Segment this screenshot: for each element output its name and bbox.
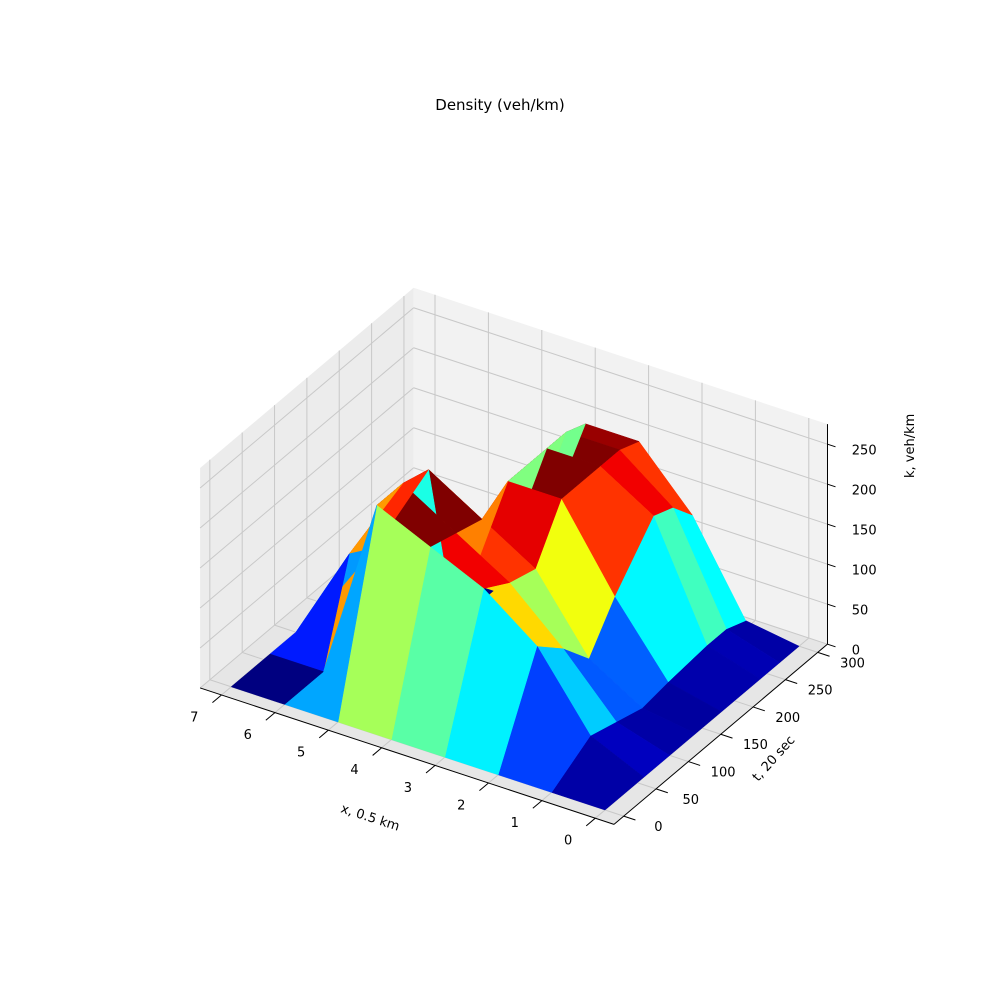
z-tick: [827, 563, 836, 568]
grid-line: [413, 307, 828, 445]
x-tick: [212, 694, 222, 704]
density-surface: [230, 423, 800, 811]
y-tick-label: 50: [682, 793, 699, 808]
x-tick: [318, 729, 329, 739]
x-tick: [265, 712, 276, 721]
z-tick-label: 150: [852, 523, 877, 538]
z-tick-label: 100: [852, 563, 877, 578]
z-tick: [827, 643, 836, 648]
y-tick: [688, 761, 701, 766]
y-tick-label: 300: [840, 656, 865, 671]
x-tick-label: 2: [457, 798, 465, 813]
grid-line: [199, 307, 414, 489]
x-tick-label: 5: [297, 746, 305, 761]
y-tick: [655, 788, 668, 794]
z-tick: [827, 483, 836, 488]
y-tick: [720, 733, 733, 739]
grid-line: [199, 347, 414, 529]
x-tick-label: 4: [350, 763, 358, 778]
z-tick: [827, 603, 836, 608]
z-tick-label: 50: [852, 603, 869, 618]
y-tick: [785, 679, 798, 685]
chart-title: Density (veh/km): [435, 96, 565, 114]
z-tick: [827, 443, 836, 448]
z-tick: [827, 523, 836, 528]
grid-line: [199, 427, 414, 609]
y-tick-label: 150: [743, 738, 768, 753]
x-tick: [585, 817, 596, 827]
z-tick-label: 200: [852, 483, 877, 498]
x-tick: [425, 765, 436, 774]
x-tick-label: 0: [564, 834, 572, 849]
y-tick-label: 100: [711, 766, 736, 781]
x-tick-label: 6: [244, 728, 252, 743]
y-tick-label: 200: [775, 711, 800, 726]
x-tick: [372, 747, 383, 756]
x-tick-label: 3: [404, 781, 412, 796]
x-tick-label: 7: [190, 710, 198, 725]
x-axis-label: x, 0.5 km: [339, 802, 402, 835]
y-tick-label: 250: [808, 684, 833, 699]
y-tick: [817, 651, 830, 657]
axes: 0123456705010015020025030005010015020025…: [190, 424, 877, 849]
x-tick: [532, 800, 543, 809]
grid-line: [413, 347, 828, 485]
x-axis-line: [199, 687, 615, 825]
z-tick-label: 250: [852, 443, 877, 458]
x-tick: [479, 782, 489, 792]
surface-patch: [230, 653, 324, 705]
x-tick-label: 1: [511, 816, 519, 831]
grid-line: [199, 467, 414, 649]
y-tick: [752, 706, 765, 712]
y-tick-label: 0: [654, 820, 662, 835]
y-tick: [623, 815, 636, 821]
z-axis-label: k, veh/km: [903, 414, 918, 478]
z-tick-label: 0: [852, 643, 860, 658]
grid-line: [199, 387, 414, 569]
